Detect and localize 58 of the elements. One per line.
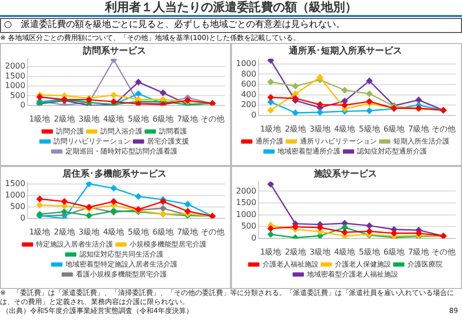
- x-tick-label: 1級地: [260, 247, 282, 256]
- chart-title: 通所系･短期入所系サービス: [288, 46, 402, 57]
- x-tick-label: その他: [200, 227, 224, 236]
- x-tick-label: 3級地: [78, 227, 100, 236]
- x-tick-label: 4級地: [334, 247, 356, 256]
- x-tick-label: 6級地: [383, 124, 405, 134]
- y-tick-label: 500: [10, 202, 26, 212]
- x-tick-label: 7級地: [177, 114, 198, 124]
- x-tick-label: 6級地: [383, 247, 405, 256]
- x-tick-label: 4級地: [334, 124, 356, 134]
- chart-title: 訪問系サービス: [82, 46, 146, 57]
- x-tick-label: 5級地: [128, 114, 149, 124]
- y-tick-label: 1500: [5, 71, 26, 80]
- x-tick-label: 4級地: [103, 114, 124, 124]
- x-tick-label: 2級地: [284, 124, 306, 134]
- x-tick-label: 3級地: [309, 247, 331, 256]
- y-tick-label: 500: [241, 222, 256, 231]
- x-tick-label: 2級地: [54, 114, 75, 124]
- y-tick-label: 1000: [236, 210, 256, 219]
- y-tick-label: 400: [241, 90, 256, 99]
- y-tick-label: 800: [241, 69, 256, 78]
- x-tick-label: 1級地: [29, 227, 50, 236]
- x-tick-label: 7級地: [408, 124, 430, 134]
- x-tick-label: 4級地: [103, 227, 124, 236]
- x-tick-label: 6級地: [152, 227, 174, 236]
- x-tick-label: 3級地: [309, 124, 331, 134]
- x-tick-label: 6級地: [152, 114, 174, 124]
- y-tick-label: 500: [10, 90, 26, 100]
- x-tick-label: 1級地: [260, 124, 282, 134]
- x-tick-label: 5級地: [128, 227, 149, 236]
- x-tick-label: その他: [200, 114, 224, 124]
- x-tick-label: 1級地: [29, 114, 50, 124]
- x-tick-label: その他: [431, 247, 456, 256]
- y-tick-label: 1000: [5, 190, 26, 200]
- x-tick-label: 2級地: [284, 247, 306, 256]
- chart-title: 居住系･多機能系サービス: [62, 168, 166, 180]
- y-tick-label: 0: [251, 233, 256, 242]
- x-tick-label: 7級地: [177, 227, 198, 236]
- y-tick-label: 1000: [5, 81, 26, 90]
- y-tick-label: 600: [241, 80, 256, 89]
- x-tick-label: その他: [431, 124, 456, 134]
- x-tick-label: 5級地: [358, 124, 380, 134]
- y-tick-label: 0: [20, 100, 26, 110]
- y-tick-label: 2000: [236, 186, 256, 196]
- y-tick-label: 0: [251, 110, 256, 120]
- y-tick-label: 0: [20, 213, 26, 222]
- y-tick-label: 1500: [5, 179, 26, 188]
- x-tick-label: 2級地: [54, 227, 75, 236]
- x-tick-label: 3級地: [78, 114, 100, 124]
- text: 利用者１人当たりの派遣委託費の額（級地別）: [0, 0, 462, 17]
- y-tick-label: 200: [241, 100, 256, 110]
- chart-title: 施設系サービス: [313, 168, 377, 180]
- y-tick-label: 1000: [236, 59, 256, 68]
- x-tick-label: 5級地: [358, 247, 380, 256]
- y-tick-label: 1500: [236, 198, 256, 208]
- y-tick-label: 2000: [5, 62, 26, 71]
- text: ○ 派遣委託費の額を級地ごとに見ると、必ずしも地域ごとの有意差は見られない。: [0, 18, 462, 33]
- x-tick-label: 7級地: [408, 247, 430, 256]
